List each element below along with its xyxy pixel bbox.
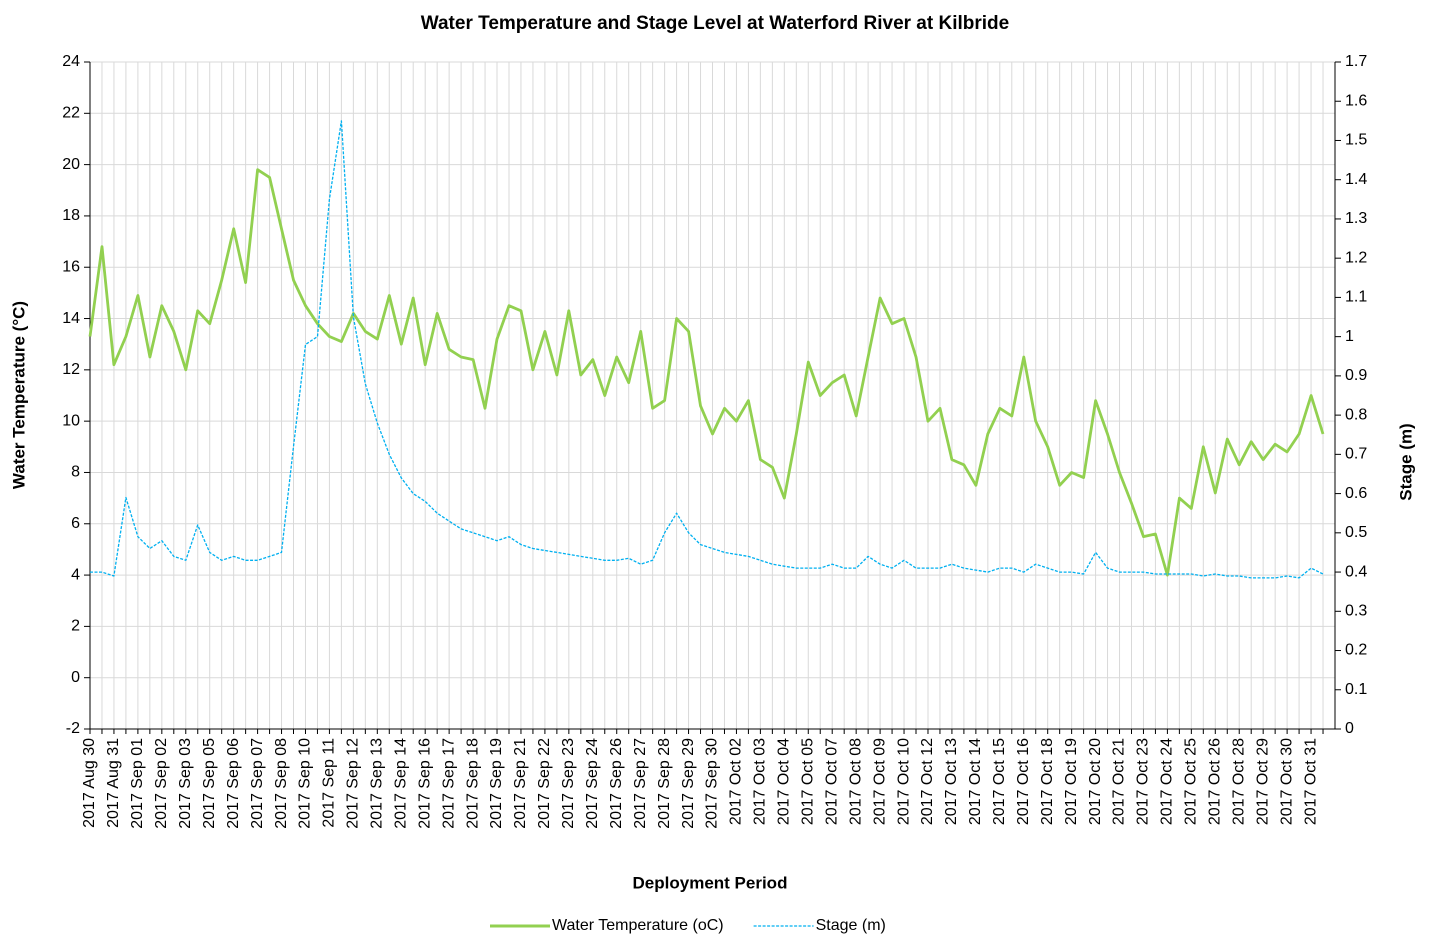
x-tick-label: 2017 Sep 05 <box>201 738 218 829</box>
y-tick-label: 2 <box>71 618 80 635</box>
x-tick-label: 2017 Oct 26 <box>1207 738 1224 825</box>
x-tick-label: 2017 Oct 25 <box>1183 738 1200 825</box>
y2-tick-label: 0.1 <box>1345 681 1367 698</box>
x-tick-label: 2017 Sep 16 <box>416 738 433 829</box>
x-tick-label: 2017 Oct 29 <box>1254 738 1271 825</box>
data-line <box>88 168 1325 577</box>
y-tick-label: 16 <box>62 258 80 275</box>
x-tick-label: 2017 Sep 29 <box>680 738 697 829</box>
x-tick-label: 2017 Oct 30 <box>1278 738 1295 825</box>
x-tick-label: 2017 Oct 09 <box>871 738 888 825</box>
y2-tick-label: 0.8 <box>1345 406 1367 423</box>
y2-tick-label: 1.1 <box>1345 289 1367 306</box>
x-tick-label: 2017 Sep 28 <box>656 738 673 829</box>
x-tick-label: 2017 Sep 18 <box>464 738 481 829</box>
y2-tick-label: 1.2 <box>1345 249 1367 266</box>
legend-label: Stage (m) <box>816 917 886 934</box>
y2-tick-label: 0.5 <box>1345 524 1367 541</box>
x-tick-label: 2017 Oct 21 <box>1111 738 1128 825</box>
y-tick-label: 0 <box>71 669 80 686</box>
y2-tick-label: 1.5 <box>1345 132 1367 149</box>
x-tick-label: 2017 Oct 23 <box>1135 738 1152 825</box>
x-tick-label: 2017 Sep 26 <box>608 738 625 829</box>
x-tick-label: 2017 Oct 02 <box>728 738 745 825</box>
x-tick-label: 2017 Sep 03 <box>177 738 194 829</box>
y2-tick-label: 0.4 <box>1345 563 1367 580</box>
x-tick-label: 2017 Sep 22 <box>536 738 553 829</box>
y2-tick-label: 0.6 <box>1345 485 1367 502</box>
x-tick-label: 2017 Sep 12 <box>345 738 362 829</box>
y2-tick-label: 0 <box>1345 720 1354 737</box>
x-tick-label: 2017 Oct 07 <box>823 738 840 825</box>
x-tick-label: 2017 Sep 06 <box>225 738 242 829</box>
x-tick-label: 2017 Oct 24 <box>1159 738 1176 825</box>
x-tick-label: 2017 Sep 01 <box>129 738 146 829</box>
y-tick-label: 24 <box>62 53 80 70</box>
y-tick-label: 18 <box>62 207 80 224</box>
x-tick-label: 2017 Oct 14 <box>967 738 984 825</box>
x-tick-label: 2017 Oct 28 <box>1230 738 1247 825</box>
x-tick-label: 2017 Sep 11 <box>321 738 338 828</box>
y2-tick-label: 1.7 <box>1345 53 1367 70</box>
x-tick-label: 2017 Oct 20 <box>1087 738 1104 825</box>
y2-tick-label: 1.3 <box>1345 210 1367 227</box>
y-tick-label: 20 <box>62 156 80 173</box>
x-tick-label: 2017 Sep 02 <box>153 738 170 829</box>
x-tick-label: 2017 Sep 27 <box>632 738 649 829</box>
y-tick-label: 4 <box>71 566 80 583</box>
y-tick-label: 12 <box>62 361 80 378</box>
y-tick-label: 8 <box>71 464 80 481</box>
legend-label: Water Temperature (oC) <box>552 917 724 934</box>
y2-tick-label: 1.6 <box>1345 92 1367 109</box>
x-tick-label: 2017 Sep 07 <box>249 738 266 829</box>
y-tick-label: 10 <box>62 412 80 429</box>
x-tick-label: 2017 Sep 10 <box>297 738 314 829</box>
y2-tick-label: 0.3 <box>1345 603 1367 620</box>
x-tick-label: 2017 Aug 30 <box>81 738 98 828</box>
y2-tick-label: 1 <box>1345 328 1354 345</box>
x-tick-label: 2017 Oct 03 <box>752 738 769 825</box>
x-tick-label: 2017 Sep 13 <box>369 738 386 829</box>
y-tick-label: -2 <box>66 720 80 737</box>
x-tick-label: 2017 Sep 23 <box>560 738 577 829</box>
y2-tick-label: 0.7 <box>1345 446 1367 463</box>
x-tick-label: 2017 Sep 30 <box>704 738 721 829</box>
y-tick-label: 14 <box>62 310 80 327</box>
x-tick-label: 2017 Sep 24 <box>584 738 601 829</box>
data-line <box>90 120 1324 579</box>
x-tick-label: 2017 Oct 10 <box>895 738 912 825</box>
x-tick-label: 2017 Sep 08 <box>273 738 290 829</box>
chart-title: Water Temperature and Stage Level at Wat… <box>421 13 1009 34</box>
x-axis-title: Deployment Period <box>633 873 788 892</box>
x-tick-label: 2017 Aug 31 <box>105 738 122 828</box>
x-tick-label: 2017 Sep 14 <box>392 738 409 829</box>
y-tick-label: 22 <box>62 105 80 122</box>
y2-axis-title: Stage (m) <box>1396 423 1415 500</box>
y2-tick-label: 0.9 <box>1345 367 1367 384</box>
x-tick-label: 2017 Oct 16 <box>1015 738 1032 825</box>
y2-tick-label: 1.4 <box>1345 171 1367 188</box>
x-tick-label: 2017 Oct 18 <box>1039 738 1056 825</box>
x-tick-label: 2017 Sep 21 <box>512 738 529 829</box>
x-tick-label: 2017 Oct 08 <box>847 738 864 825</box>
x-tick-label: 2017 Oct 31 <box>1302 738 1319 825</box>
x-tick-label: 2017 Oct 12 <box>919 738 936 825</box>
x-tick-label: 2017 Sep 19 <box>488 738 505 829</box>
x-tick-label: 2017 Sep 17 <box>440 738 457 829</box>
x-tick-label: 2017 Oct 13 <box>943 738 960 825</box>
x-tick-label: 2017 Oct 05 <box>799 738 816 825</box>
y-axis-title: Water Temperature (°C) <box>9 301 28 489</box>
y2-tick-label: 0.2 <box>1345 642 1367 659</box>
x-tick-label: 2017 Oct 15 <box>991 738 1008 825</box>
x-tick-label: 2017 Oct 04 <box>776 738 793 825</box>
x-tick-label: 2017 Oct 19 <box>1063 738 1080 825</box>
y-tick-label: 6 <box>71 515 80 532</box>
